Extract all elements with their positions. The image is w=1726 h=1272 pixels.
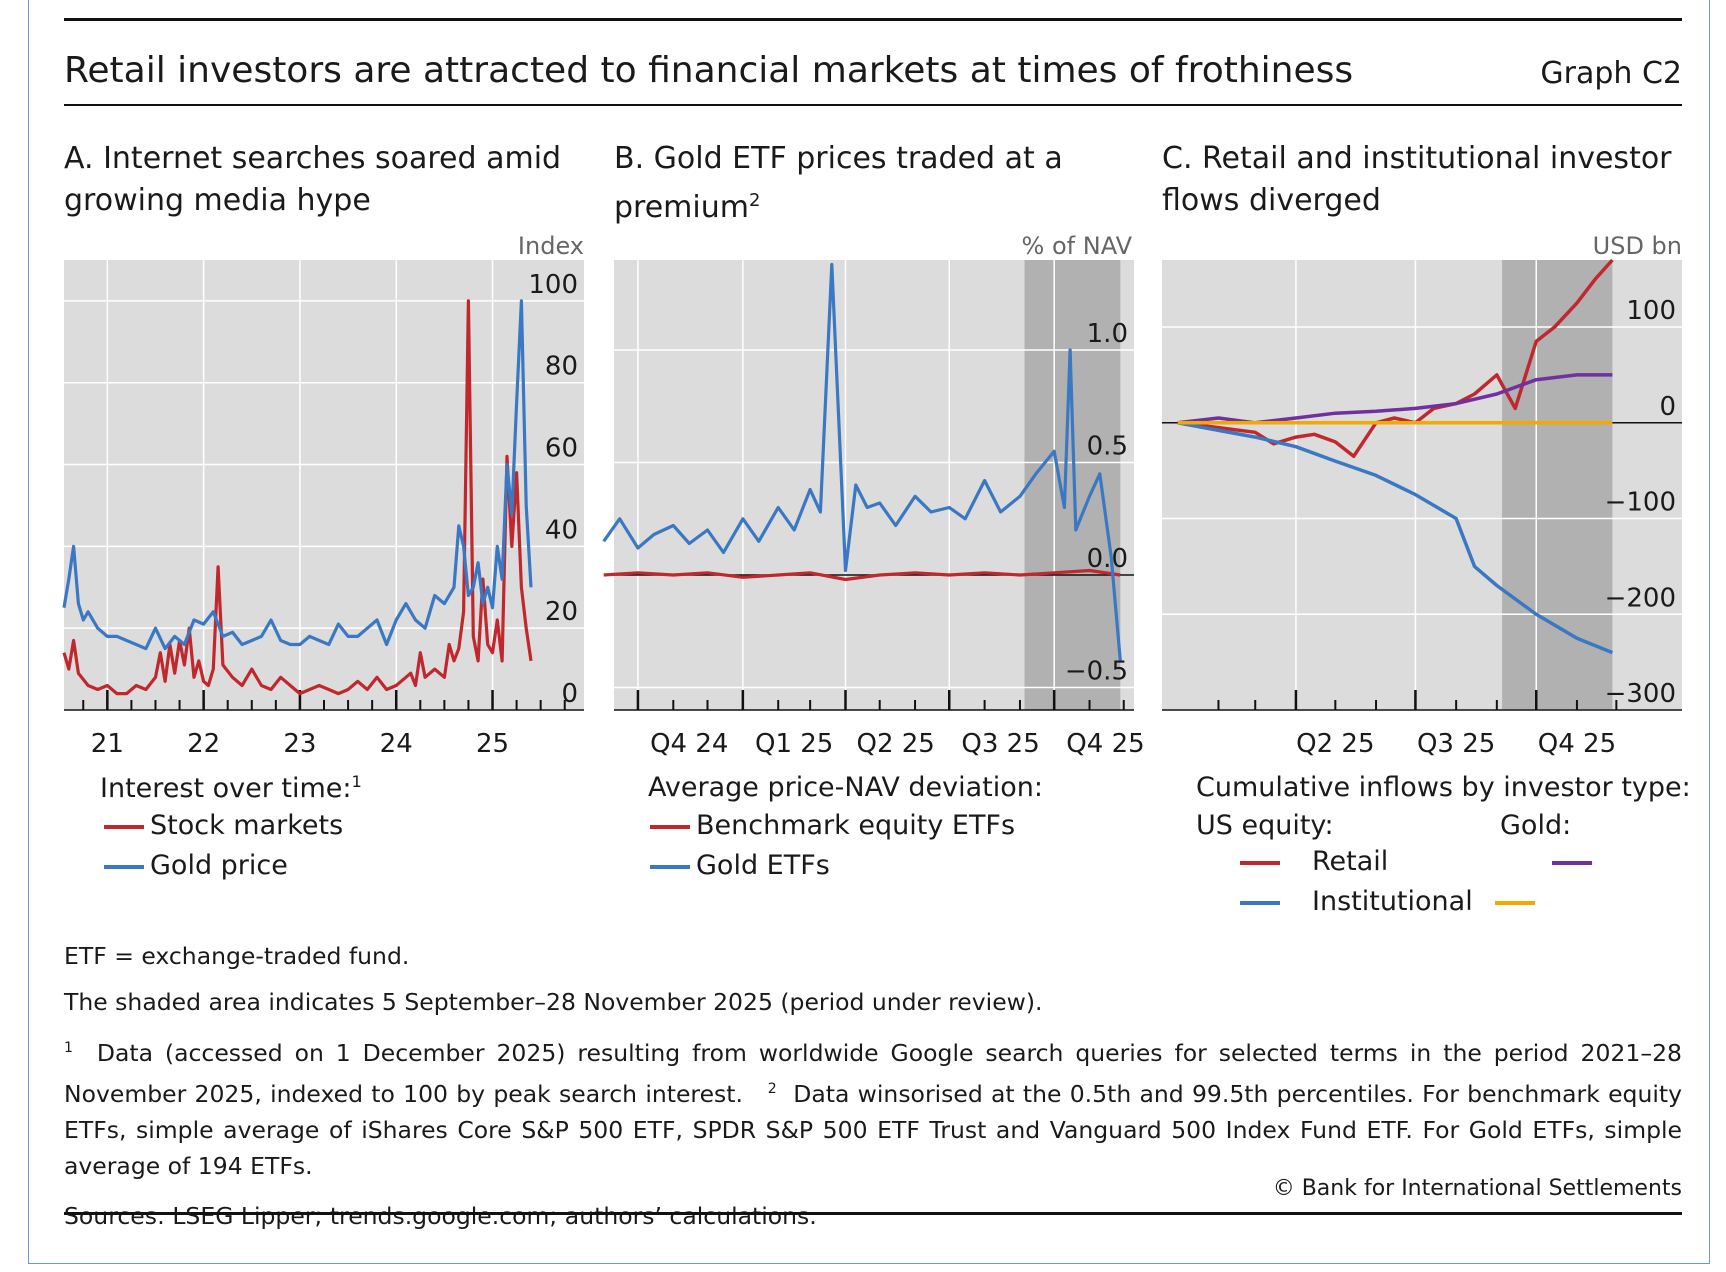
legend-line-red xyxy=(1240,860,1280,865)
series-line-institutional xyxy=(1177,421,1614,655)
panel-c-chart: −300 −200 −100 0 100 Q2 25 Q3 25 Q4 25 xyxy=(1162,258,1682,759)
x-tick-label: 21 xyxy=(91,729,124,759)
y-tick-label: 100 xyxy=(1626,296,1676,326)
legend-line-red xyxy=(650,824,690,829)
x-tick-label: Q4 25 xyxy=(1538,729,1616,759)
panel-a-unit: Index xyxy=(517,232,584,260)
bottom-rule xyxy=(64,1212,1682,1215)
panel-c-unit: USD bn xyxy=(1592,232,1682,260)
y-tick-label: 0.0 xyxy=(1087,544,1128,574)
legend-c-row-institutional: Institutional xyxy=(1240,886,1541,917)
y-tick-label: −300 xyxy=(1605,679,1676,709)
legend-b-title: Average price-NAV deviation: xyxy=(648,772,1043,803)
note-shaded: The shaded area indicates 5 September–28… xyxy=(64,988,1043,1016)
panel-b-title: B. Gold ETF prices traded at a premium2 xyxy=(614,141,1063,225)
x-tick-label: Q1 25 xyxy=(755,729,833,759)
legend-c-row-retail: Retail xyxy=(1240,846,1598,877)
legend-line-blue xyxy=(104,864,144,869)
y-tick-label: 0 xyxy=(1659,392,1676,422)
legend-line-blue xyxy=(1240,900,1280,905)
series-line-benchmark-equity-etfs xyxy=(603,568,1121,582)
legend-line-purple xyxy=(1552,860,1593,865)
x-tick-label: Q2 25 xyxy=(856,729,934,759)
y-tick-label: 0.5 xyxy=(1087,432,1128,462)
copyright: © Bank for International Settlements xyxy=(1272,1176,1682,1201)
x-tick-label: 23 xyxy=(283,729,316,759)
legend-c-title: Cumulative inflows by investor type: xyxy=(1196,772,1691,803)
shaded-period xyxy=(1024,260,1121,710)
top-rule xyxy=(64,18,1682,21)
x-tick-label: Q3 25 xyxy=(1417,729,1495,759)
legend-a-item-gold: Gold price xyxy=(104,850,288,881)
series-line-gold-etfs xyxy=(602,262,1122,661)
y-tick-label: −200 xyxy=(1605,583,1676,613)
legend-line-red xyxy=(104,824,144,829)
note-sources: Sources: LSEG Lipper; trends.google.com;… xyxy=(64,1201,817,1230)
x-tick-label: 24 xyxy=(380,729,413,759)
legend-a-item-stock: Stock markets xyxy=(104,810,343,841)
legend-line-blue xyxy=(650,864,690,869)
y-tick-label: 40 xyxy=(545,515,578,545)
x-tick-label: Q3 25 xyxy=(961,729,1039,759)
panel-b-unit: % of NAV xyxy=(1021,232,1132,260)
figure-frame xyxy=(28,0,1710,1264)
x-tick-label: Q4 25 xyxy=(1066,729,1144,759)
note-abbrev: ETF = exchange-traded fund. xyxy=(64,942,410,970)
x-tick-label: 22 xyxy=(187,729,220,759)
shaded-period xyxy=(1502,260,1613,710)
x-tick-label: 25 xyxy=(476,729,509,759)
note-footnotes: 1 Data (accessed on 1 December 2025) res… xyxy=(64,1038,1682,1180)
panel-c-title: C. Retail and institutional investor flo… xyxy=(1162,141,1672,218)
legend-c-col-us-equity: US equity: xyxy=(1196,810,1334,841)
x-tick-label: Q4 24 xyxy=(650,729,728,759)
legend-c-col-gold: Gold: xyxy=(1500,810,1572,841)
legend-b-item-equity: Benchmark equity ETFs xyxy=(650,810,1015,841)
legend-line-orange xyxy=(1494,900,1535,905)
y-tick-label: 100 xyxy=(528,270,578,300)
x-tick-label: Q2 25 xyxy=(1296,729,1374,759)
series-line-stock-markets xyxy=(62,299,533,696)
legend-a-title: Interest over time:1 xyxy=(100,772,362,804)
title-rule xyxy=(64,104,1682,106)
graph-number: Graph C2 xyxy=(1540,56,1682,91)
y-tick-label: −0.5 xyxy=(1065,657,1128,687)
y-tick-label: −100 xyxy=(1605,488,1676,518)
panel-b-chart: −0.5 0.0 0.5 1.0 Q4 24 Q1 25 Q2 25 Q3 25 Q4 25 xyxy=(602,260,1145,759)
y-tick-label: 1.0 xyxy=(1087,319,1128,349)
y-tick-label: 20 xyxy=(545,597,578,627)
legend-b-item-gold: Gold ETFs xyxy=(650,850,830,881)
series-line-gold-price xyxy=(62,299,533,651)
notes: ETF = exchange-traded fund. The shaded a… xyxy=(64,938,1682,1234)
y-tick-label: 80 xyxy=(545,352,578,382)
figure-title: Retail investors are attracted to financ… xyxy=(64,50,1354,91)
panel-a-title: A. Internet searches soared amid growing… xyxy=(64,141,562,218)
y-tick-label: 60 xyxy=(545,434,578,464)
